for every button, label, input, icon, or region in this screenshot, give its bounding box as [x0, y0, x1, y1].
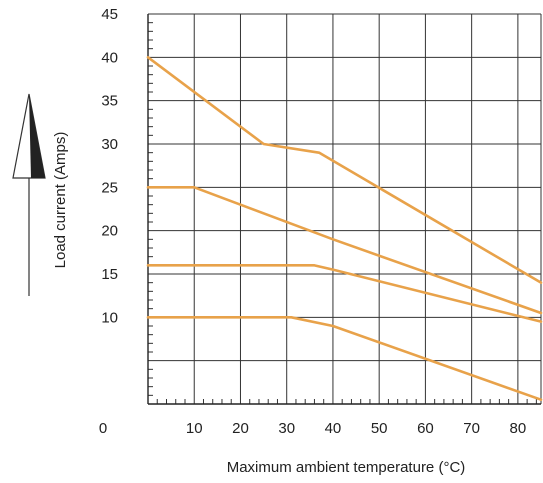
x-tick-label: 30 — [278, 420, 295, 437]
y-tick-label: 35 — [101, 93, 118, 110]
series-line-1 — [146, 56, 543, 284]
y-tick-label: 10 — [101, 309, 118, 326]
x-tick-labels: 0 10 20 30 40 50 60 70 80 — [99, 420, 526, 437]
y-tick-label: 40 — [101, 49, 118, 66]
series-group — [146, 56, 543, 401]
y-tick-label: 15 — [101, 266, 118, 283]
x-tick-label: 20 — [232, 420, 249, 437]
x-tick-label: 70 — [463, 420, 480, 437]
chart-axes — [147, 14, 541, 405]
x-tick-label: 0 — [99, 420, 107, 437]
series-line-4 — [146, 316, 543, 401]
series-line-2 — [146, 186, 543, 315]
series-line-3 — [146, 264, 543, 323]
x-tick-label: 40 — [325, 420, 342, 437]
y-tick-label: 45 — [101, 6, 118, 23]
x-tick-label: 10 — [186, 420, 203, 437]
x-axis-label: Maximum ambient temperature (°C) — [227, 459, 466, 476]
up-arrow-icon — [12, 93, 46, 296]
minor-ticks — [148, 22, 537, 404]
y-tick-label: 30 — [101, 136, 118, 153]
y-tick-label: 25 — [101, 179, 118, 196]
y-axis-label: Load current (Amps) — [52, 132, 69, 269]
y-tick-label: 20 — [101, 223, 118, 240]
y-tick-labels: 10 15 20 25 30 35 40 45 — [101, 6, 118, 326]
x-tick-label: 80 — [510, 420, 527, 437]
x-tick-label: 60 — [417, 420, 434, 437]
x-tick-label: 50 — [371, 420, 388, 437]
chart-grid — [148, 13, 542, 404]
